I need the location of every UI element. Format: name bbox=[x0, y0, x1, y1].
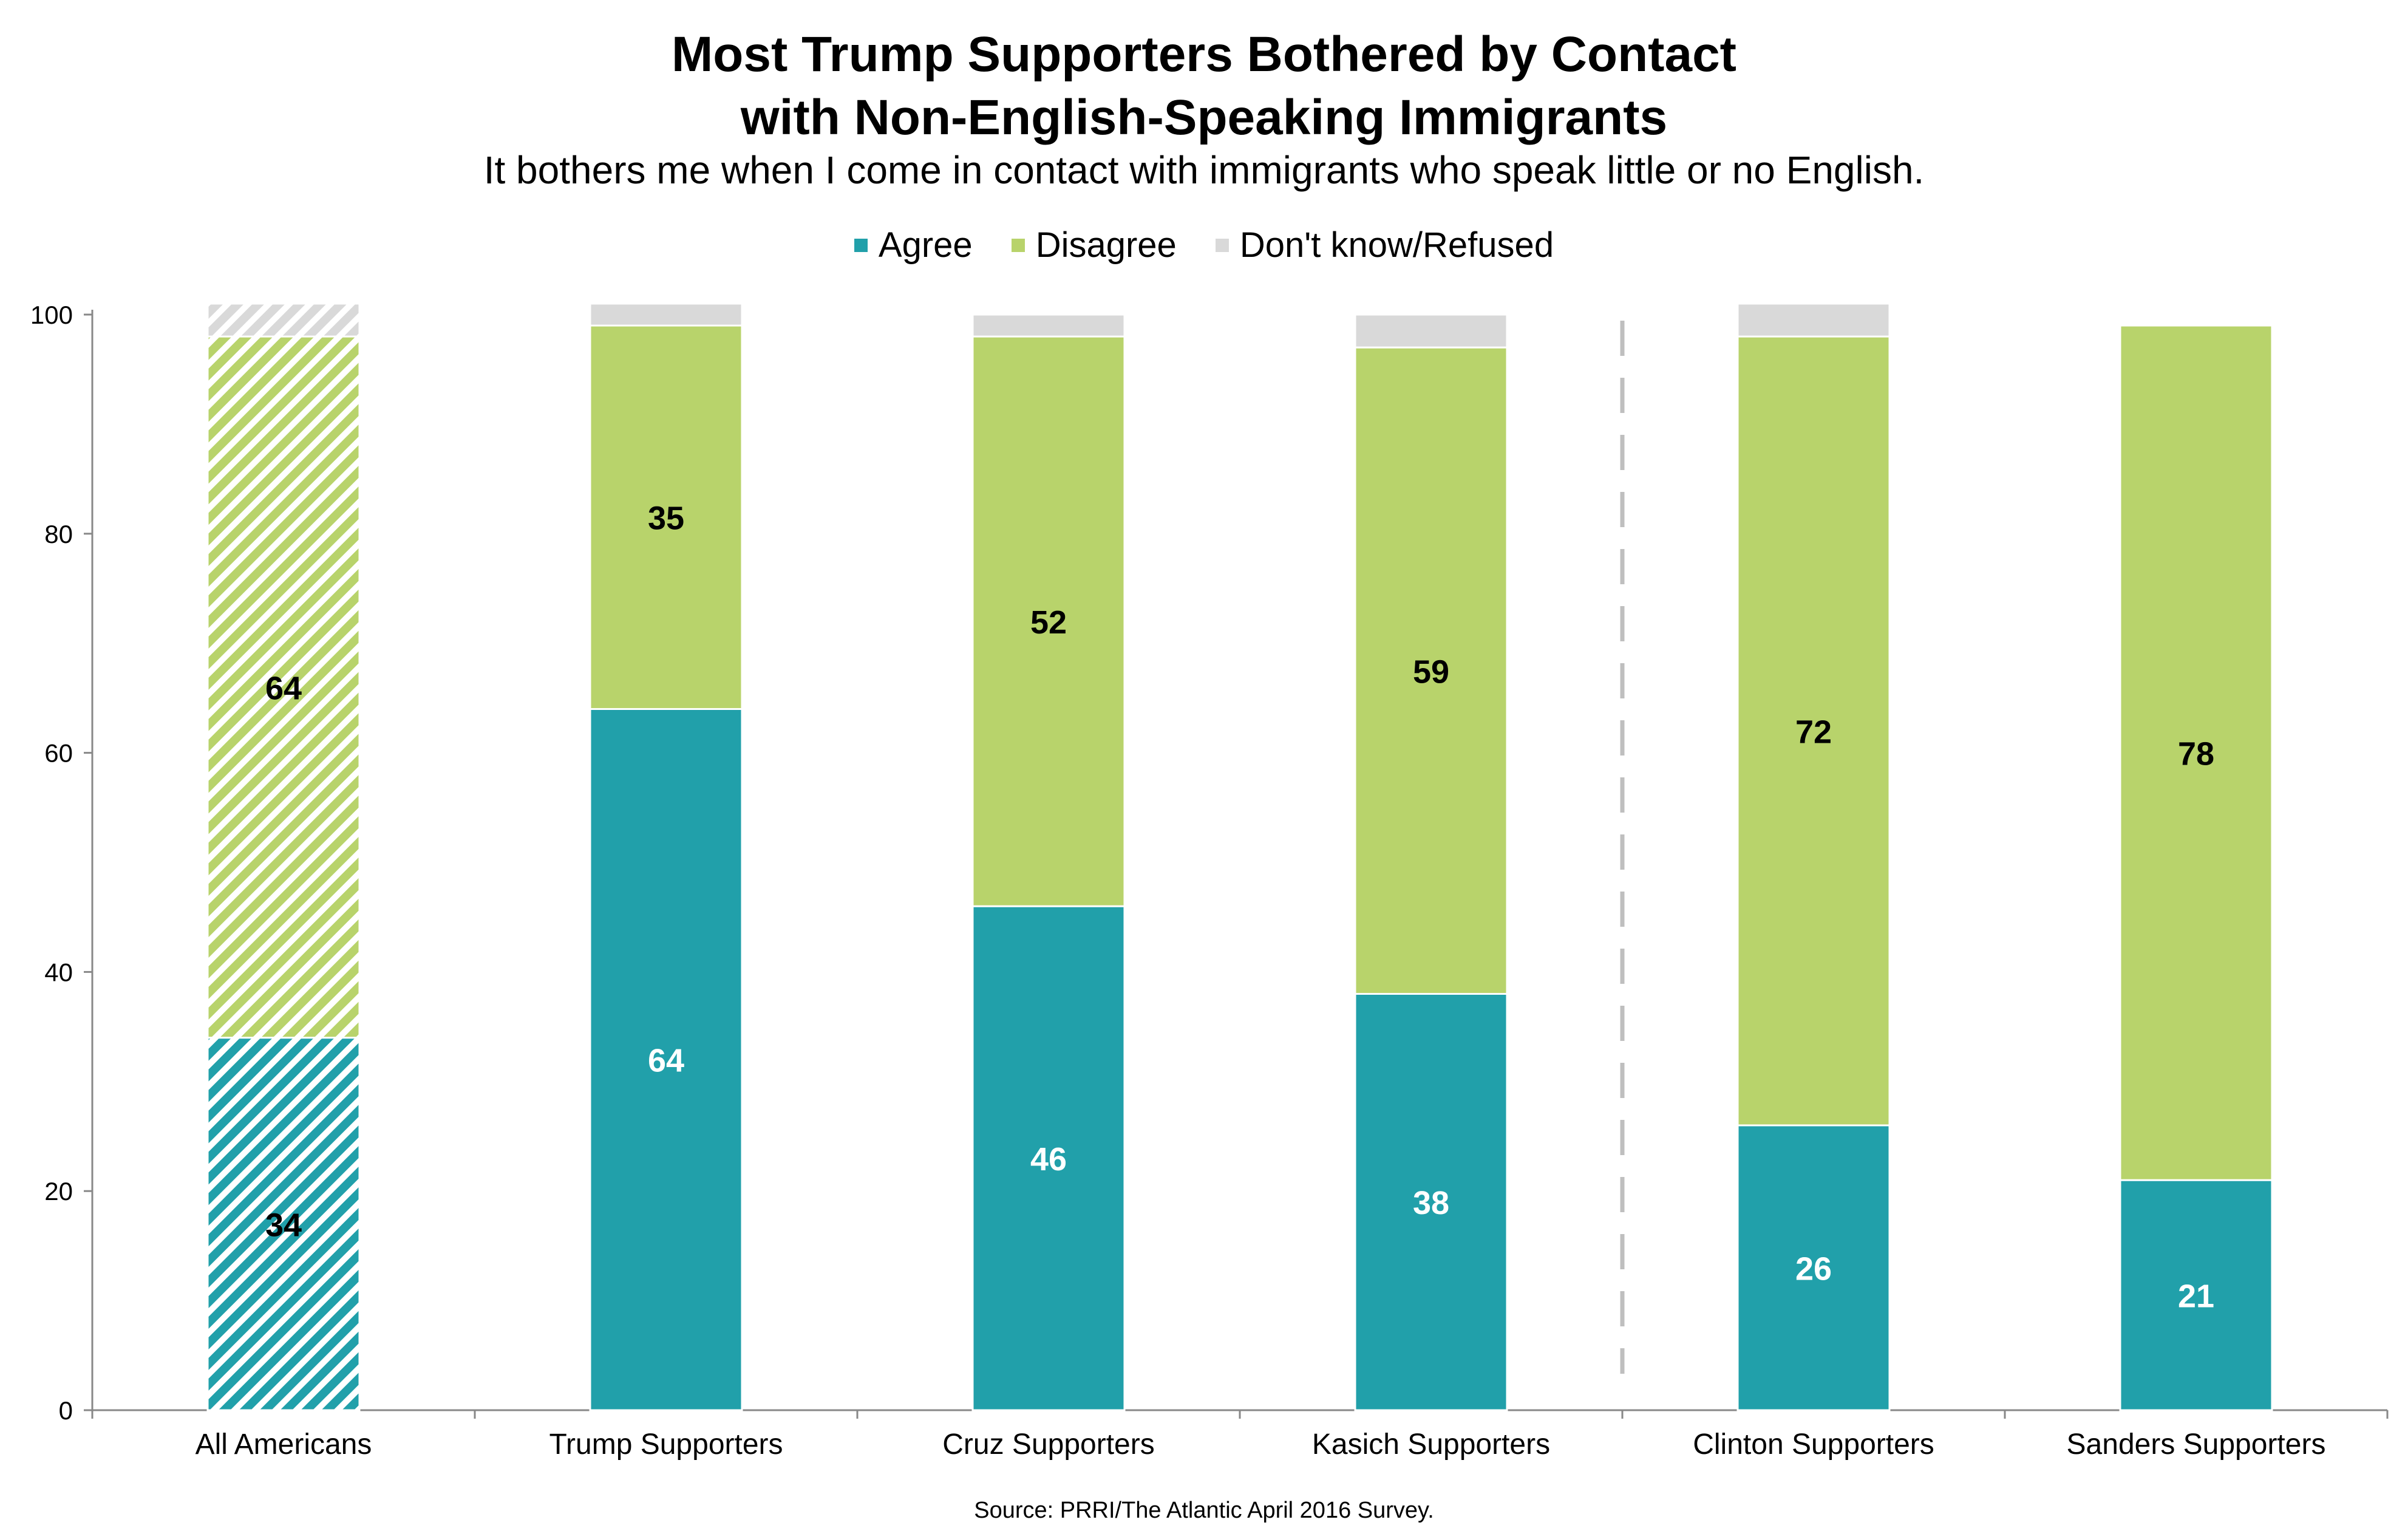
x-category-label: Clinton Supporters bbox=[1693, 1428, 1934, 1461]
chart-title-line-1: Most Trump Supporters Bothered by Contac… bbox=[672, 27, 1736, 82]
bar-segment-dontknow bbox=[1736, 302, 1891, 338]
bar-segment-agree bbox=[206, 1037, 361, 1411]
chart-title: Most Trump Supporters Bothered by Contac… bbox=[0, 23, 2408, 149]
y-tick-label: 0 bbox=[59, 1396, 73, 1425]
legend-item-disagree: Disagree bbox=[1011, 225, 1177, 265]
data-label-disagree: 35 bbox=[648, 500, 684, 537]
bar-segment-dontknow bbox=[206, 302, 361, 338]
bar-segment-dontknow bbox=[971, 313, 1126, 338]
bar-segment-disagree bbox=[589, 324, 743, 710]
legend-swatch-dontknow bbox=[1215, 238, 1229, 252]
x-category-label: Kasich Supporters bbox=[1312, 1428, 1550, 1461]
bar-segment-dontknow bbox=[1354, 313, 1508, 349]
x-category-label: Cruz Supporters bbox=[942, 1428, 1154, 1461]
data-label-agree: 64 bbox=[648, 1043, 684, 1079]
data-label-disagree: 78 bbox=[2178, 736, 2214, 773]
data-label-disagree: 52 bbox=[1030, 604, 1067, 641]
data-label-agree: 38 bbox=[1413, 1185, 1449, 1221]
data-label-agree: 21 bbox=[2178, 1278, 2214, 1315]
bar-segment-disagree bbox=[1354, 346, 1508, 995]
legend-swatch-disagree bbox=[1011, 238, 1025, 252]
data-label-agree: 46 bbox=[1030, 1141, 1067, 1178]
legend-swatch-agree bbox=[854, 238, 868, 252]
source-note: Source: PRRI/The Atlantic April 2016 Sur… bbox=[974, 1498, 1434, 1523]
legend-label-dontknow: Don't know/Refused bbox=[1239, 225, 1554, 265]
chart-subtitle: It bothers me when I come in contact wit… bbox=[483, 148, 1925, 192]
y-tick-label: 20 bbox=[44, 1177, 73, 1206]
y-tick-label: 100 bbox=[30, 301, 73, 329]
bar-segment-disagree bbox=[971, 335, 1126, 907]
y-tick-label: 60 bbox=[44, 739, 73, 768]
y-tick-label: 40 bbox=[44, 958, 73, 986]
y-tick-label: 80 bbox=[44, 520, 73, 548]
x-category-label: All Americans bbox=[196, 1428, 372, 1461]
chart-title-line-2: with Non-English-Speaking Immigrants bbox=[740, 90, 1668, 145]
bar-segment-agree bbox=[1354, 992, 1508, 1411]
bar-segment-agree bbox=[2119, 1179, 2273, 1411]
data-label-disagree: 64 bbox=[265, 670, 302, 706]
bar-segment-dontknow bbox=[589, 302, 743, 327]
legend-item-agree: Agree bbox=[854, 225, 973, 265]
bar-segment-disagree bbox=[206, 335, 361, 1039]
bar-segment-agree bbox=[971, 905, 1126, 1411]
legend: Agree Disagree Don't know/Refused bbox=[0, 225, 2408, 265]
legend-label-disagree: Disagree bbox=[1035, 225, 1177, 265]
bar-segment-disagree bbox=[2119, 324, 2273, 1181]
bar-segment-disagree bbox=[1736, 335, 1891, 1127]
x-category-label: Sanders Supporters bbox=[2067, 1428, 2326, 1461]
data-label-disagree: 59 bbox=[1413, 653, 1449, 690]
data-label-agree: 34 bbox=[265, 1207, 302, 1243]
legend-label-agree: Agree bbox=[878, 225, 973, 265]
bar-segment-agree bbox=[1736, 1124, 1891, 1411]
data-label-agree: 26 bbox=[1795, 1250, 1832, 1287]
data-label-disagree: 72 bbox=[1795, 714, 1832, 751]
x-category-label: Trump Supporters bbox=[549, 1428, 783, 1461]
legend-item-dontknow: Don't know/Refused bbox=[1215, 225, 1554, 265]
